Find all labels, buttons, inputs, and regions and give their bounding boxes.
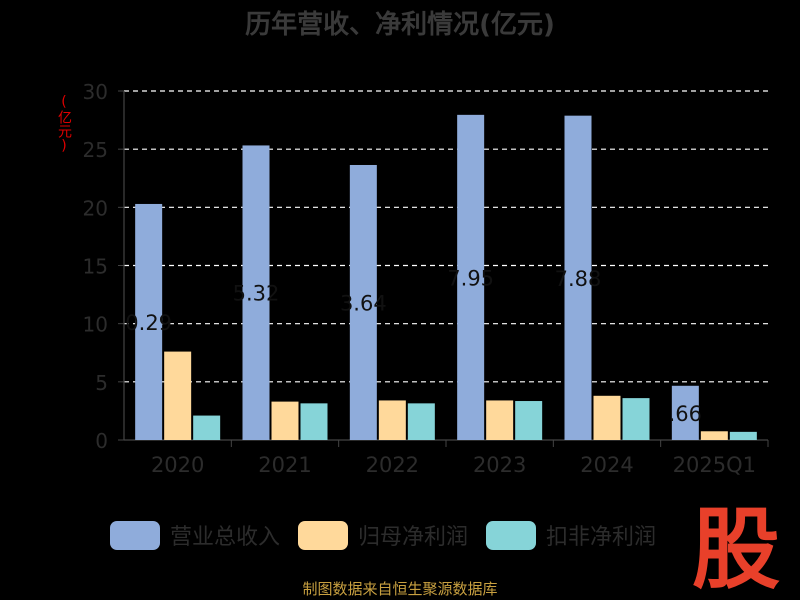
- bar-series2-2021: [300, 403, 328, 440]
- x-tick-label-2025Q1: 2025Q1: [673, 453, 756, 477]
- x-tick-label-2020: 2020: [151, 453, 204, 477]
- legend-label-revenue: 营业总收入: [170, 525, 281, 550]
- bar-series1-2023: [486, 400, 514, 440]
- y-tick-label-20: 20: [83, 196, 108, 220]
- y-tick-label-25: 25: [83, 138, 108, 162]
- bar-series0-2023: [457, 114, 485, 441]
- bar-series2-2025Q1: [729, 431, 757, 440]
- y-tick-label-30: 30: [83, 80, 108, 104]
- bar-series2-2020: [193, 415, 221, 440]
- data-label-2024: 7.88: [555, 267, 602, 291]
- bar-series2-2024: [622, 398, 650, 440]
- y-tick-label-15: 15: [83, 255, 108, 279]
- gu-logo-icon: 股: [692, 498, 780, 592]
- bar-series1-2021: [271, 401, 299, 440]
- legend: 营业总收入 归母净利润 扣非净利润: [110, 519, 674, 551]
- legend-label-deducted-profit: 扣非净利润: [546, 525, 657, 550]
- bar-series0-2025Q1: [671, 385, 699, 440]
- bar-series0-2022: [349, 164, 377, 440]
- data-label-2023: 7.95: [447, 266, 494, 290]
- data-label-2025Q1: .66: [669, 402, 702, 426]
- bar-series2-2022: [407, 403, 435, 440]
- bar-series0-2020: [135, 203, 163, 440]
- bar-series0-2024: [564, 115, 592, 441]
- bar-series2-2023: [515, 401, 543, 440]
- data-label-2020: 0.29: [125, 311, 172, 335]
- data-label-2022: 3.64: [340, 291, 387, 315]
- x-tick-label-2022: 2022: [366, 453, 419, 477]
- data-label-2021: 5.32: [233, 282, 280, 306]
- logo-glyph: 股: [692, 498, 780, 592]
- bar-series1-2024: [593, 395, 621, 440]
- legend-swatch-revenue: [110, 520, 160, 550]
- legend-item-net-profit[interactable]: 归母净利润: [298, 519, 468, 551]
- legend-item-deducted-profit[interactable]: 扣非净利润: [486, 519, 656, 551]
- legend-swatch-net-profit: [298, 520, 349, 550]
- legend-swatch-deducted-profit: [486, 520, 537, 550]
- bar-series1-2020: [164, 351, 192, 440]
- legend-label-net-profit: 归母净利润: [358, 525, 469, 550]
- bar-series0-2021: [242, 145, 270, 440]
- chart-title: 历年营收、净利情况(亿元): [245, 10, 555, 40]
- y-tick-label-10: 10: [83, 313, 108, 337]
- x-tick-label-2021: 2021: [258, 453, 311, 477]
- legend-item-revenue[interactable]: 营业总收入: [110, 519, 280, 551]
- bar-series1-2022: [378, 400, 406, 440]
- data-source-note: 制图数据来自恒生聚源数据库: [302, 580, 498, 598]
- y-tick-label-5: 5: [95, 371, 108, 395]
- x-tick-label-2023: 2023: [473, 453, 526, 477]
- y-tick-label-0: 0: [95, 429, 108, 453]
- bar-series1-2025Q1: [700, 431, 728, 440]
- x-tick-label-2024: 2024: [580, 453, 633, 477]
- y-axis-label: (亿元): [56, 94, 72, 154]
